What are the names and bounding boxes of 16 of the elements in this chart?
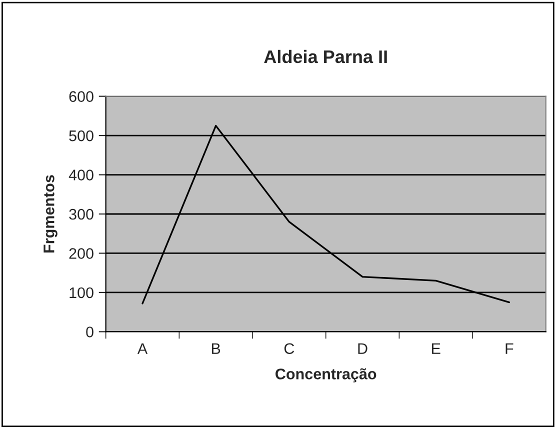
y-tick-label: 300 [69, 208, 94, 220]
x-axis-title: Concentração [276, 368, 376, 382]
x-tick-label: A [137, 343, 148, 354]
y-tick-label: 600 [69, 91, 94, 102]
y-tick-label: 0 [86, 326, 94, 338]
y-tick-label: 500 [69, 130, 94, 142]
x-tick-label: D [358, 343, 368, 354]
x-tick-label: E [432, 343, 440, 354]
y-tick-label: 400 [68, 170, 94, 180]
y-tick-label: 100 [70, 287, 94, 298]
x-tick-label: C [284, 343, 294, 354]
chart-title: Aldeia Parna II [264, 50, 387, 64]
x-tick-label: F [506, 343, 514, 354]
x-tick-label: B [212, 343, 220, 354]
y-tick-label: 200 [69, 248, 94, 259]
y-axis-title: Frgmentos [44, 175, 58, 252]
